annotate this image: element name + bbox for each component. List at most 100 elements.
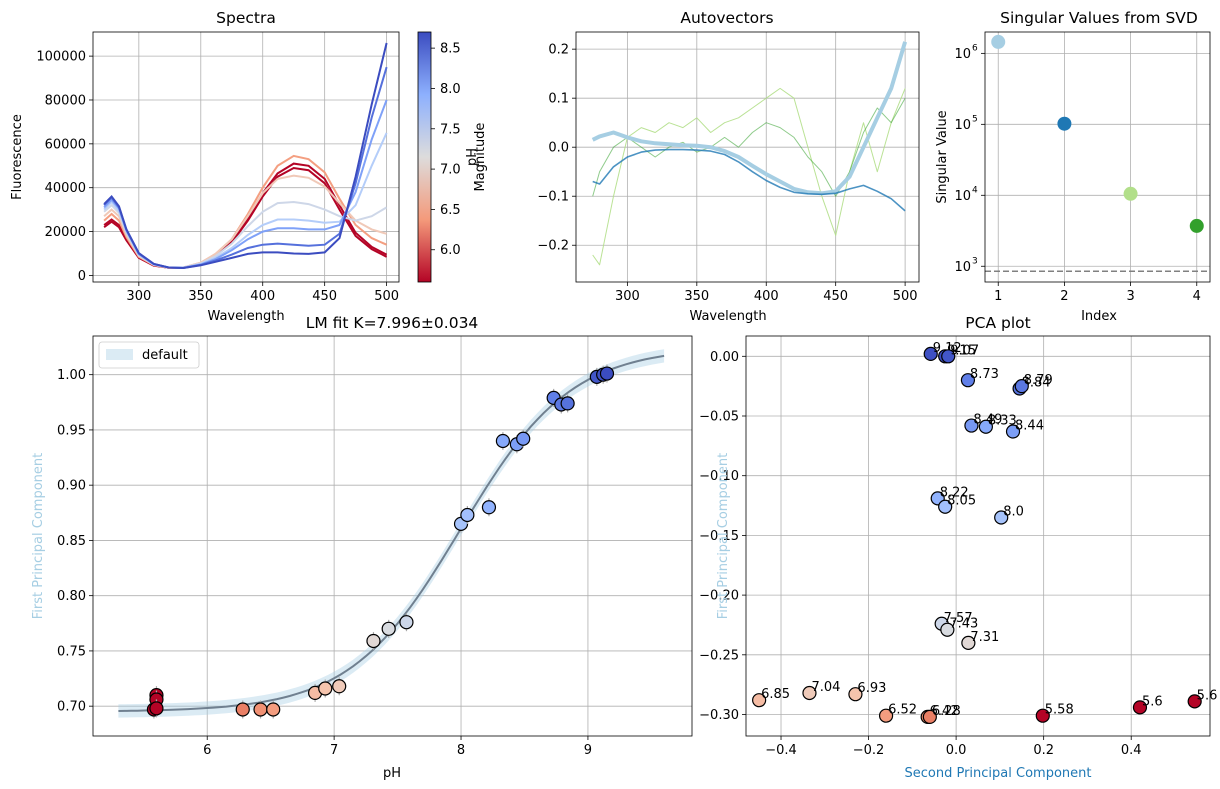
colorbar-tick-label: 6.0 (440, 243, 461, 258)
spectrum-line (103, 132, 388, 269)
pca-point-label: 6.28 (932, 704, 961, 719)
svd-ytick-exponent: 3 (972, 256, 978, 266)
pca-point-label: 8.73 (970, 367, 999, 382)
pca-point-label: 8.22 (940, 485, 969, 500)
pca-ytick-label: −0.05 (699, 410, 739, 425)
pca-point-label: 5.6 (1142, 694, 1163, 709)
colorbar-tick-label: 8.0 (440, 82, 461, 97)
fit-axes-frame (92, 335, 693, 737)
colorbar-tick-label: 6.5 (440, 203, 461, 218)
pca-ylabel: First Principal Component (716, 453, 731, 620)
svd-ytick-exponent: 5 (972, 114, 978, 124)
fit-point (366, 633, 381, 649)
fit-ytick-label: 0.75 (57, 644, 86, 659)
pca-xtick-label: −0.2 (853, 743, 885, 758)
pca-axes-frame (745, 335, 1211, 737)
autovector-line (591, 41, 908, 196)
autovectors-xtick-label: 300 (615, 289, 640, 304)
autovectors-xtick-label: 400 (754, 289, 779, 304)
pca-ytick-label: −0.15 (699, 529, 739, 544)
spectra-ylabel: Fluorescence (10, 114, 25, 200)
svd-axes-frame (984, 31, 1211, 283)
pca-point (964, 418, 979, 433)
fit-point (481, 500, 497, 515)
pca-point-label: 6.52 (888, 703, 917, 718)
colorbar-tick-label: 8.5 (440, 42, 461, 57)
pca-point-label: 8.0 (1003, 504, 1024, 519)
spectra-xtick-label: 300 (126, 289, 151, 304)
pca-point (1187, 694, 1202, 709)
autovectors-ytick-label: −0.1 (537, 190, 569, 205)
fit-point (599, 366, 615, 381)
pca-point (923, 346, 938, 362)
pca-point-label: 7.04 (811, 680, 840, 695)
pca-point (922, 709, 937, 724)
svd-ylabel: Singular Value (935, 110, 950, 203)
pca-point (1014, 379, 1029, 394)
fit-ytick-label: 0.85 (57, 534, 86, 549)
svd-xtick-label: 2 (1060, 289, 1068, 304)
pca-point-label: 6.42 (930, 704, 959, 719)
pca-xtick-label: 0.0 (946, 743, 967, 758)
ph-colorbar (417, 31, 432, 283)
pca-point (994, 510, 1009, 525)
autovectors-ytick-label: 0.2 (548, 43, 569, 58)
fit-ytick-label: 0.70 (57, 700, 86, 715)
fit-point (235, 702, 250, 717)
fit-xtick-label: 9 (584, 743, 592, 758)
legend-label: default (142, 348, 188, 363)
fit-xtick-label: 6 (203, 743, 211, 758)
autovectors-axes-frame (575, 31, 920, 283)
fit-point (381, 621, 396, 636)
autovectors-xtick-label: 350 (684, 289, 709, 304)
svd-xtick-label: 1 (994, 289, 1002, 304)
pca-point (878, 708, 894, 723)
spectra-xtick-label: 450 (312, 289, 337, 304)
pca-point-label: 8.33 (988, 414, 1017, 429)
pca-point-label: 9.07 (950, 343, 979, 358)
spectra-ytick-label: 100000 (36, 50, 86, 65)
svd-point (1057, 116, 1072, 131)
fit-ytick-label: 0.80 (57, 589, 86, 604)
svd-xtick-label: 4 (1193, 289, 1201, 304)
svd-ytick-label: 10 (954, 189, 971, 204)
fit-ylabel: First Principal Component (31, 453, 46, 620)
fit-point (318, 681, 333, 696)
pca-xtick-label: 0.2 (1033, 743, 1054, 758)
spectra-ytick-label: 20000 (45, 225, 86, 240)
fit-ytick-label: 0.90 (57, 479, 86, 494)
legend-swatch (106, 349, 133, 360)
svd-xtick-label: 3 (1126, 289, 1134, 304)
svd-ytick-label: 10 (954, 260, 971, 275)
pca-point-label: 7.57 (944, 611, 973, 626)
spectra-axes-frame (92, 31, 400, 283)
svd-ytick-label: 10 (954, 118, 971, 133)
pca-point-label: 6.85 (761, 687, 790, 702)
spectra-xtick-label: 400 (250, 289, 275, 304)
pca-xlabel: Second Principal Component (905, 766, 1092, 781)
svd-point (1123, 186, 1138, 201)
spectra-xtick-label: 500 (374, 289, 399, 304)
pca-point (961, 635, 976, 650)
pca-point (1132, 700, 1148, 715)
autovectors-ytick-label: 0.1 (548, 92, 569, 107)
fit-xtick-label: 8 (457, 743, 465, 758)
pca-point (978, 419, 993, 434)
spectrum-line (103, 99, 388, 269)
pca-xtick-label: −0.4 (765, 743, 797, 758)
svd-ytick-label: 10 (954, 47, 971, 62)
pca-point-label: 8.79 (1024, 373, 1053, 388)
svd-ytick-exponent: 4 (972, 185, 978, 195)
spectra-ytick-label: 80000 (45, 93, 86, 108)
fit-point (560, 396, 575, 411)
legend-box (98, 341, 200, 369)
autovectors-xtick-label: 500 (893, 289, 918, 304)
colorbar-label: pH (465, 148, 480, 166)
svd-ytick-exponent: 6 (972, 43, 978, 53)
fit-point (516, 431, 531, 446)
svd-title: Singular Values from SVD (1000, 9, 1198, 27)
fit-point (266, 702, 281, 717)
fit-ytick-label: 0.95 (57, 423, 86, 438)
